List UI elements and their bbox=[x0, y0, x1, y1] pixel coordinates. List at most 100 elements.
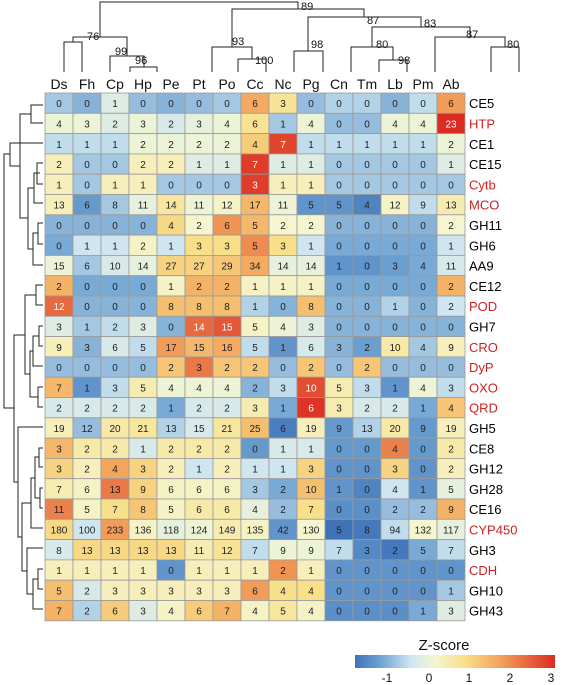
cell-value: 1 bbox=[336, 140, 342, 151]
legend-tick: 0 bbox=[426, 671, 433, 685]
cell-value: 27 bbox=[193, 262, 205, 273]
cell-value: 15 bbox=[193, 343, 205, 354]
cell-value: 14 bbox=[165, 201, 177, 212]
cell-value: 0 bbox=[280, 302, 286, 313]
cell-value: 1 bbox=[280, 119, 286, 130]
cell-value: 1 bbox=[56, 140, 62, 151]
cell-value: 0 bbox=[420, 241, 426, 252]
cell-value: 4 bbox=[308, 586, 314, 597]
cell-value: 1 bbox=[112, 566, 118, 577]
support-label: 98 bbox=[398, 55, 410, 67]
cell-value: 0 bbox=[420, 302, 426, 313]
legend-title: Z-score bbox=[419, 637, 470, 654]
cell-value: 3 bbox=[140, 119, 146, 130]
cell-value: 15 bbox=[193, 424, 205, 435]
cell-value: 20 bbox=[109, 424, 121, 435]
cell-value: 0 bbox=[112, 282, 118, 293]
cell-value: 0 bbox=[112, 160, 118, 171]
cell-value: 2 bbox=[420, 505, 426, 516]
cell-value: 12 bbox=[221, 201, 233, 212]
cell-value: 2 bbox=[224, 465, 230, 476]
cell-value: 11 bbox=[194, 201, 205, 212]
support-label: 99 bbox=[115, 46, 127, 58]
row-dendrogram bbox=[3, 104, 43, 610]
row-label: DyP bbox=[469, 360, 494, 375]
dendro-branch bbox=[26, 547, 43, 595]
cell-value: 0 bbox=[392, 282, 398, 293]
dendro-branch bbox=[3, 153, 14, 409]
cell-value: 13 bbox=[81, 546, 93, 557]
cell-value: 0 bbox=[56, 363, 62, 374]
cell-value: 5 bbox=[336, 525, 342, 536]
cell-value: 3 bbox=[336, 404, 342, 415]
cell-value: 0 bbox=[56, 241, 62, 252]
cell-value: 9 bbox=[280, 546, 286, 557]
cell-value: 2 bbox=[140, 140, 146, 151]
cell-value: 0 bbox=[364, 119, 370, 130]
column-label: Pg bbox=[302, 76, 319, 92]
legend-color-bar bbox=[355, 655, 555, 668]
cell-value: 1 bbox=[84, 140, 90, 151]
cell-value: 0 bbox=[280, 363, 286, 374]
dendro-branch bbox=[307, 16, 422, 51]
row-label: GH28 bbox=[469, 482, 503, 497]
cell-value: 7 bbox=[112, 505, 118, 516]
dendro-branch bbox=[37, 386, 43, 408]
cell-value: 4 bbox=[112, 465, 118, 476]
cell-value: 3 bbox=[56, 465, 62, 476]
cell-value: 3 bbox=[448, 607, 454, 618]
cell-value: 2 bbox=[224, 444, 230, 455]
cell-value: 1 bbox=[140, 566, 146, 577]
cell-value: 0 bbox=[420, 586, 426, 597]
cell-value: 13 bbox=[137, 546, 149, 557]
cell-value: 13 bbox=[53, 201, 65, 212]
cell-value: 1 bbox=[280, 343, 286, 354]
cell-value: 3 bbox=[196, 241, 202, 252]
cell-value: 1 bbox=[280, 444, 286, 455]
cell-value: 19 bbox=[445, 424, 457, 435]
cell-value: 3 bbox=[224, 586, 230, 597]
cell-value: 4 bbox=[224, 119, 230, 130]
cell-value: 6 bbox=[196, 607, 202, 618]
cell-value: 3 bbox=[84, 119, 90, 130]
cell-value: 10 bbox=[305, 485, 317, 496]
cell-value: 3 bbox=[56, 322, 62, 333]
cell-value: 0 bbox=[336, 465, 342, 476]
cell-value: 4 bbox=[252, 607, 258, 618]
cell-value: 0 bbox=[420, 465, 426, 476]
cell-value: 6 bbox=[252, 586, 258, 597]
cell-value: 4 bbox=[392, 485, 398, 496]
cell-value: 1 bbox=[448, 241, 454, 252]
column-label: Cn bbox=[330, 76, 348, 92]
cell-value: 2 bbox=[448, 282, 454, 293]
dendro-branch bbox=[39, 487, 43, 509]
cell-value: 5 bbox=[252, 322, 258, 333]
row-label: GH43 bbox=[469, 604, 503, 619]
row-label: CE8 bbox=[469, 441, 494, 456]
cell-value: 0 bbox=[392, 363, 398, 374]
cell-value: 2 bbox=[112, 119, 118, 130]
dendro-branch bbox=[32, 335, 43, 367]
cell-value: 12 bbox=[221, 546, 233, 557]
row-label: GH6 bbox=[469, 238, 496, 253]
cell-value: 21 bbox=[221, 424, 233, 435]
cell-value: 0 bbox=[56, 99, 62, 110]
cell-value: 4 bbox=[420, 119, 426, 130]
cell-value: 0 bbox=[168, 180, 174, 191]
cell-value: 4 bbox=[196, 383, 202, 394]
cell-value: 3 bbox=[196, 363, 202, 374]
cell-value: 0 bbox=[336, 363, 342, 374]
cell-value: 2 bbox=[84, 404, 90, 415]
cell-value: 3 bbox=[252, 180, 258, 191]
cell-value: 233 bbox=[107, 525, 124, 536]
cell-value: 9 bbox=[336, 424, 342, 435]
cell-value: 7 bbox=[56, 607, 62, 618]
cell-value: 0 bbox=[56, 221, 62, 232]
cell-value: 5 bbox=[84, 505, 90, 516]
cell-value: 3 bbox=[364, 383, 370, 394]
row-label: OXO bbox=[469, 380, 498, 395]
column-label: Fh bbox=[79, 76, 95, 92]
cell-value: 0 bbox=[196, 99, 202, 110]
cell-value: 12 bbox=[53, 302, 65, 313]
cell-value: 0 bbox=[392, 221, 398, 232]
